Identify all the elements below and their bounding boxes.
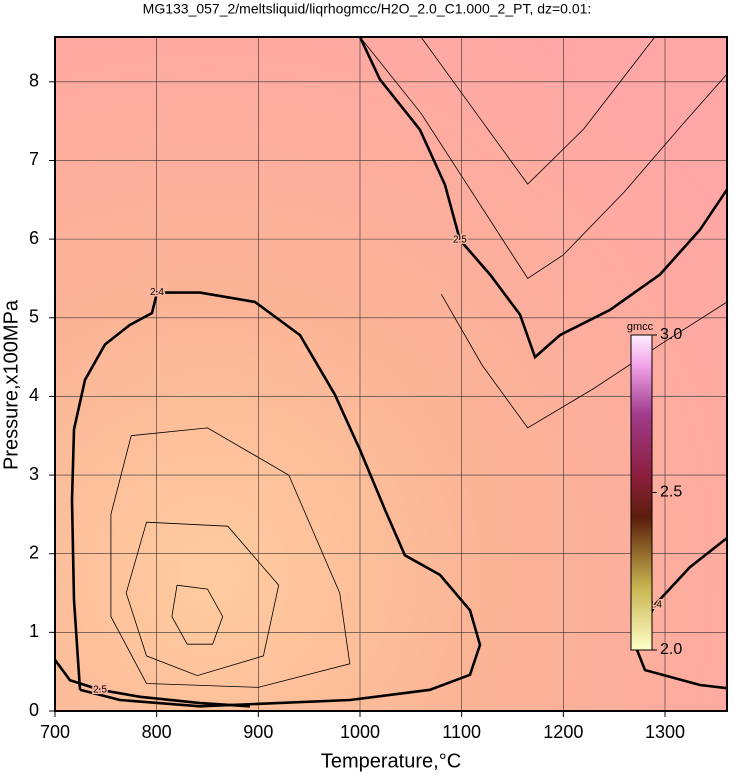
x-tick-label: 1200: [543, 722, 583, 742]
contour-line: [420, 37, 656, 185]
y-axis-label: Pressure,x100MPa: [0, 299, 22, 470]
contour-line: [125, 521, 280, 677]
contour-label: 2.5: [453, 235, 467, 246]
y-tick-label: 5: [29, 307, 39, 327]
y-tick-label: 0: [29, 700, 39, 720]
chart-title: MG133_057_2/meltsliquid/liqrhogmcc/H2O_2…: [143, 1, 592, 17]
x-tick-label: 1100: [442, 722, 481, 742]
y-tick-label: 8: [29, 71, 39, 91]
x-tick-label: 900: [243, 722, 273, 742]
colorbar-label: gmcc: [627, 321, 654, 333]
contour-line: [110, 427, 351, 688]
x-axis-label: Temperature,°C: [321, 750, 461, 772]
y-tick-label: 2: [29, 542, 39, 562]
y-tick-label: 7: [29, 149, 39, 169]
contour-line: [440, 294, 727, 429]
colorbar-tick-label: 2.0: [660, 641, 682, 658]
colorbar-tick-label: 2.5: [660, 484, 682, 501]
contour-line: [171, 584, 224, 645]
y-tick-label: 1: [29, 621, 39, 641]
contour-label: 2.5: [93, 684, 107, 695]
plot-frame: [54, 36, 728, 712]
contour-line: [70, 291, 482, 708]
contour-label: 2.4: [150, 287, 164, 298]
y-tick-label: 6: [29, 228, 39, 248]
y-tick-label: 4: [29, 385, 39, 405]
y-tick-label: 3: [29, 464, 39, 484]
contour-line: [359, 37, 727, 279]
x-tick-label: 700: [40, 722, 70, 742]
colorbar: [630, 334, 653, 651]
colorbar-tick-label: 3.0: [660, 326, 682, 343]
plot-background: [55, 37, 727, 711]
x-tick-label: 1300: [645, 722, 685, 742]
x-tick-label: 1000: [340, 722, 380, 742]
x-tick-label: 800: [142, 722, 172, 742]
contour-line: [358, 37, 727, 360]
contour-line: [55, 659, 251, 708]
